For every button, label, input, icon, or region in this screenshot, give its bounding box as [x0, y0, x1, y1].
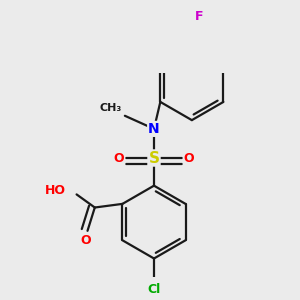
Text: HO: HO	[45, 184, 66, 197]
Text: F: F	[195, 10, 203, 23]
Text: N: N	[148, 122, 160, 136]
Text: O: O	[184, 152, 194, 164]
Text: O: O	[114, 152, 124, 164]
Text: O: O	[81, 234, 92, 247]
Text: Cl: Cl	[147, 283, 161, 296]
Text: S: S	[148, 151, 160, 166]
Text: CH₃: CH₃	[100, 103, 122, 113]
